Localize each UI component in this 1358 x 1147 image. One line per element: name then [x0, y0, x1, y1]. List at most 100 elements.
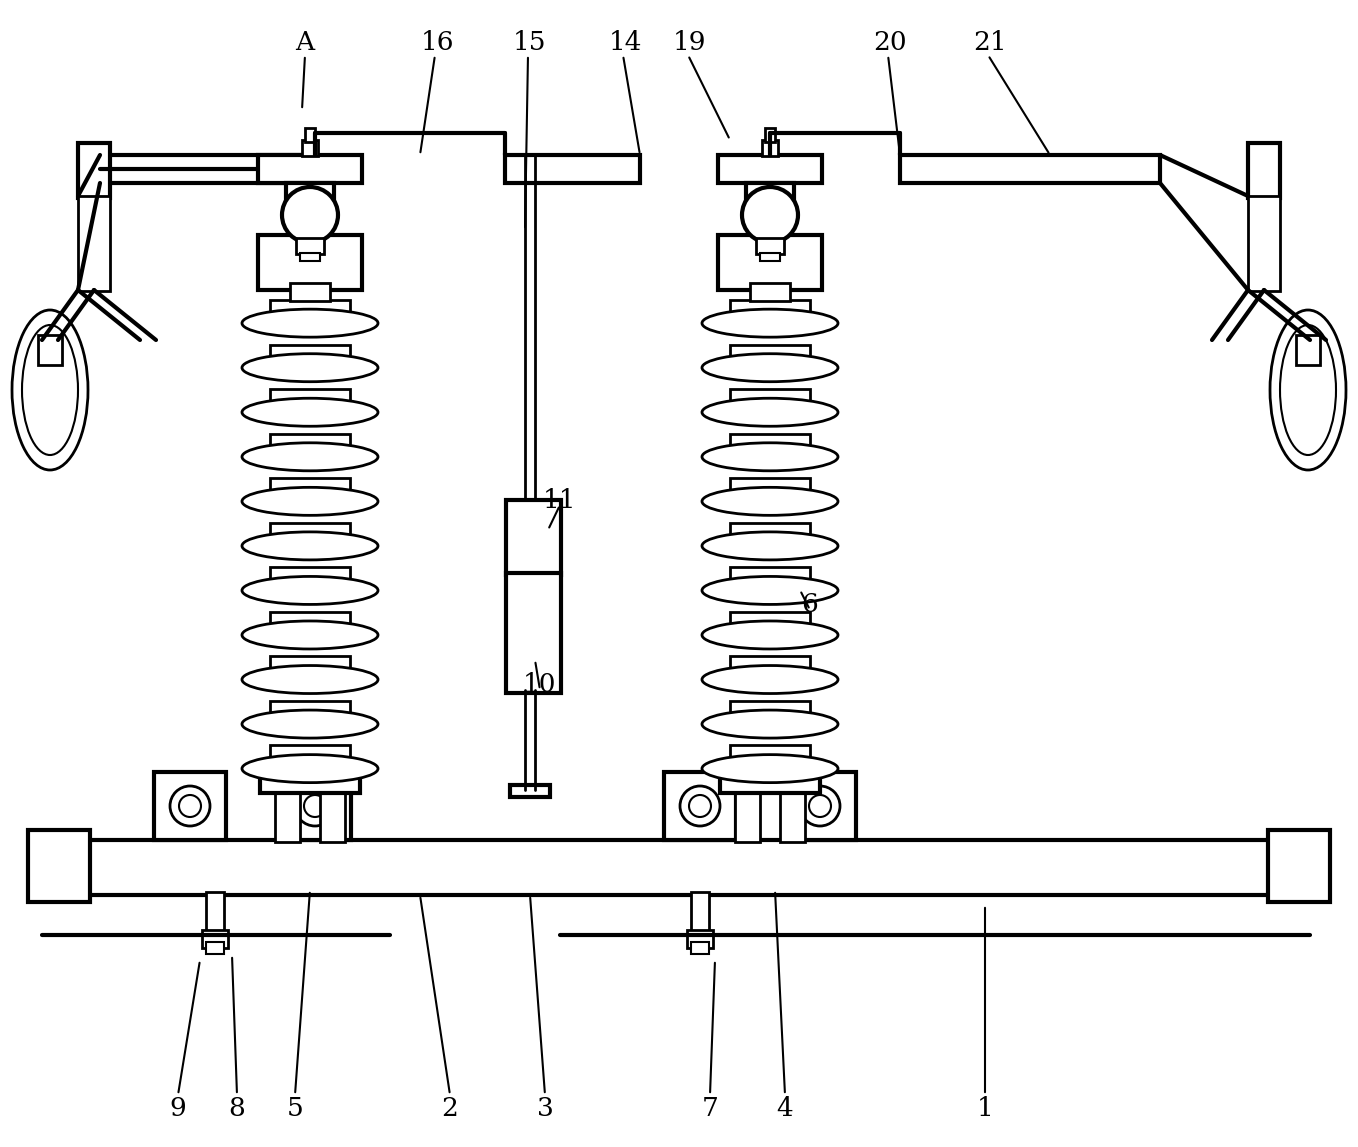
Bar: [511, 785, 550, 797]
Bar: [300, 253, 320, 262]
Text: 2: 2: [441, 1095, 459, 1121]
Bar: [731, 478, 809, 501]
Ellipse shape: [1281, 325, 1336, 455]
Bar: [762, 140, 778, 156]
Bar: [306, 128, 315, 142]
Bar: [731, 611, 809, 635]
Bar: [270, 656, 350, 679]
Bar: [278, 772, 350, 840]
Ellipse shape: [702, 398, 838, 427]
Bar: [691, 892, 709, 942]
Bar: [746, 184, 794, 205]
Bar: [100, 155, 315, 184]
Ellipse shape: [22, 325, 77, 455]
Bar: [153, 772, 225, 840]
Bar: [258, 235, 363, 290]
Bar: [784, 772, 856, 840]
Bar: [42, 840, 1312, 895]
Text: 4: 4: [777, 1095, 793, 1121]
Bar: [287, 184, 334, 205]
Bar: [270, 478, 350, 501]
Text: 3: 3: [536, 1095, 554, 1121]
Bar: [1296, 335, 1320, 365]
Bar: [664, 772, 736, 840]
Bar: [718, 155, 822, 184]
Ellipse shape: [242, 577, 378, 604]
Bar: [765, 128, 775, 142]
Bar: [29, 830, 90, 902]
Ellipse shape: [689, 795, 712, 817]
Bar: [779, 790, 805, 842]
Bar: [270, 746, 350, 768]
Ellipse shape: [242, 487, 378, 515]
Text: 20: 20: [873, 30, 907, 55]
Bar: [731, 389, 809, 412]
Text: A: A: [296, 30, 315, 55]
Bar: [77, 196, 110, 291]
Ellipse shape: [702, 710, 838, 738]
Ellipse shape: [242, 710, 378, 738]
Bar: [756, 237, 784, 253]
Bar: [202, 930, 228, 949]
Bar: [720, 775, 820, 793]
Bar: [731, 568, 809, 591]
Bar: [505, 155, 640, 184]
Ellipse shape: [1270, 310, 1346, 470]
Ellipse shape: [12, 310, 88, 470]
Text: 14: 14: [608, 30, 642, 55]
Bar: [760, 200, 779, 212]
Ellipse shape: [702, 443, 838, 470]
Bar: [77, 143, 110, 198]
Bar: [291, 203, 330, 221]
Ellipse shape: [702, 577, 838, 604]
Bar: [270, 434, 350, 457]
Text: 8: 8: [228, 1095, 246, 1121]
Text: 6: 6: [801, 593, 819, 617]
Ellipse shape: [242, 398, 378, 427]
Ellipse shape: [242, 755, 378, 782]
Bar: [718, 235, 822, 290]
Ellipse shape: [680, 786, 720, 826]
Bar: [270, 389, 350, 412]
Ellipse shape: [170, 786, 210, 826]
Bar: [301, 140, 318, 156]
Text: 9: 9: [170, 1095, 186, 1121]
Bar: [507, 500, 561, 575]
Ellipse shape: [809, 795, 831, 817]
Bar: [750, 283, 790, 301]
Bar: [206, 892, 224, 942]
Text: 10: 10: [523, 672, 557, 697]
Ellipse shape: [741, 187, 799, 243]
Bar: [296, 210, 325, 236]
Bar: [1248, 196, 1281, 291]
Bar: [756, 210, 784, 236]
Bar: [731, 344, 809, 368]
Text: 16: 16: [420, 30, 454, 55]
Bar: [300, 200, 320, 212]
Ellipse shape: [702, 532, 838, 560]
Bar: [258, 155, 363, 184]
Bar: [731, 746, 809, 768]
Bar: [900, 155, 1160, 184]
Bar: [687, 930, 713, 949]
Ellipse shape: [179, 795, 201, 817]
Ellipse shape: [702, 310, 838, 337]
Bar: [320, 790, 345, 842]
Ellipse shape: [242, 621, 378, 649]
Bar: [270, 301, 350, 323]
Bar: [259, 775, 360, 793]
Bar: [270, 523, 350, 546]
Bar: [270, 344, 350, 368]
Ellipse shape: [702, 665, 838, 694]
Bar: [731, 701, 809, 724]
Text: 1: 1: [976, 1095, 993, 1121]
Bar: [691, 942, 709, 954]
Bar: [731, 523, 809, 546]
Text: 5: 5: [287, 1095, 303, 1121]
Text: 11: 11: [543, 487, 577, 513]
Bar: [760, 253, 779, 262]
Ellipse shape: [702, 487, 838, 515]
Bar: [750, 203, 790, 221]
Bar: [296, 237, 325, 253]
Ellipse shape: [702, 353, 838, 382]
